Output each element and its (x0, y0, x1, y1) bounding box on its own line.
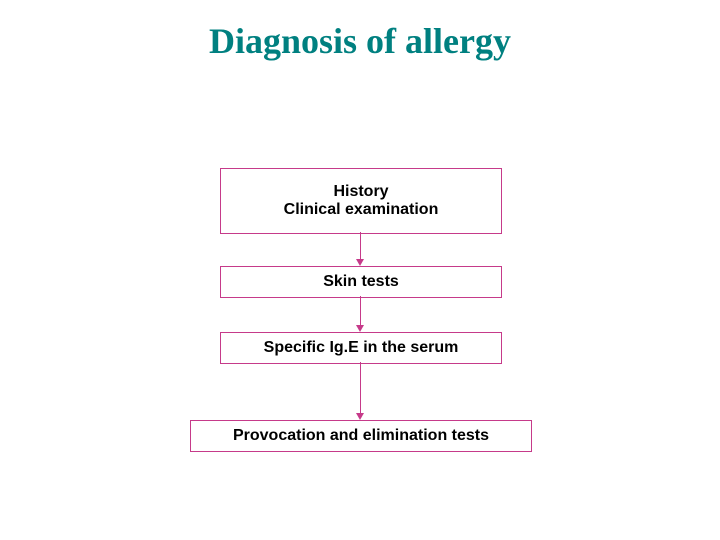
flow-box-line: Provocation and elimination tests (191, 427, 531, 445)
page-title: Diagnosis of allergy (0, 20, 720, 62)
flow-box-skin-tests: Skin tests (220, 266, 502, 298)
flow-box-line: History (221, 183, 501, 201)
flow-box-line: Skin tests (221, 273, 501, 291)
flow-box-line: Specific Ig.E in the serum (221, 339, 501, 357)
flow-box-line: Clinical examination (221, 201, 501, 219)
flow-box-specific-ige: Specific Ig.E in the serum (220, 332, 502, 364)
flow-box-provocation: Provocation and elimination tests (190, 420, 532, 452)
flow-box-history-clinical: HistoryClinical examination (220, 168, 502, 234)
